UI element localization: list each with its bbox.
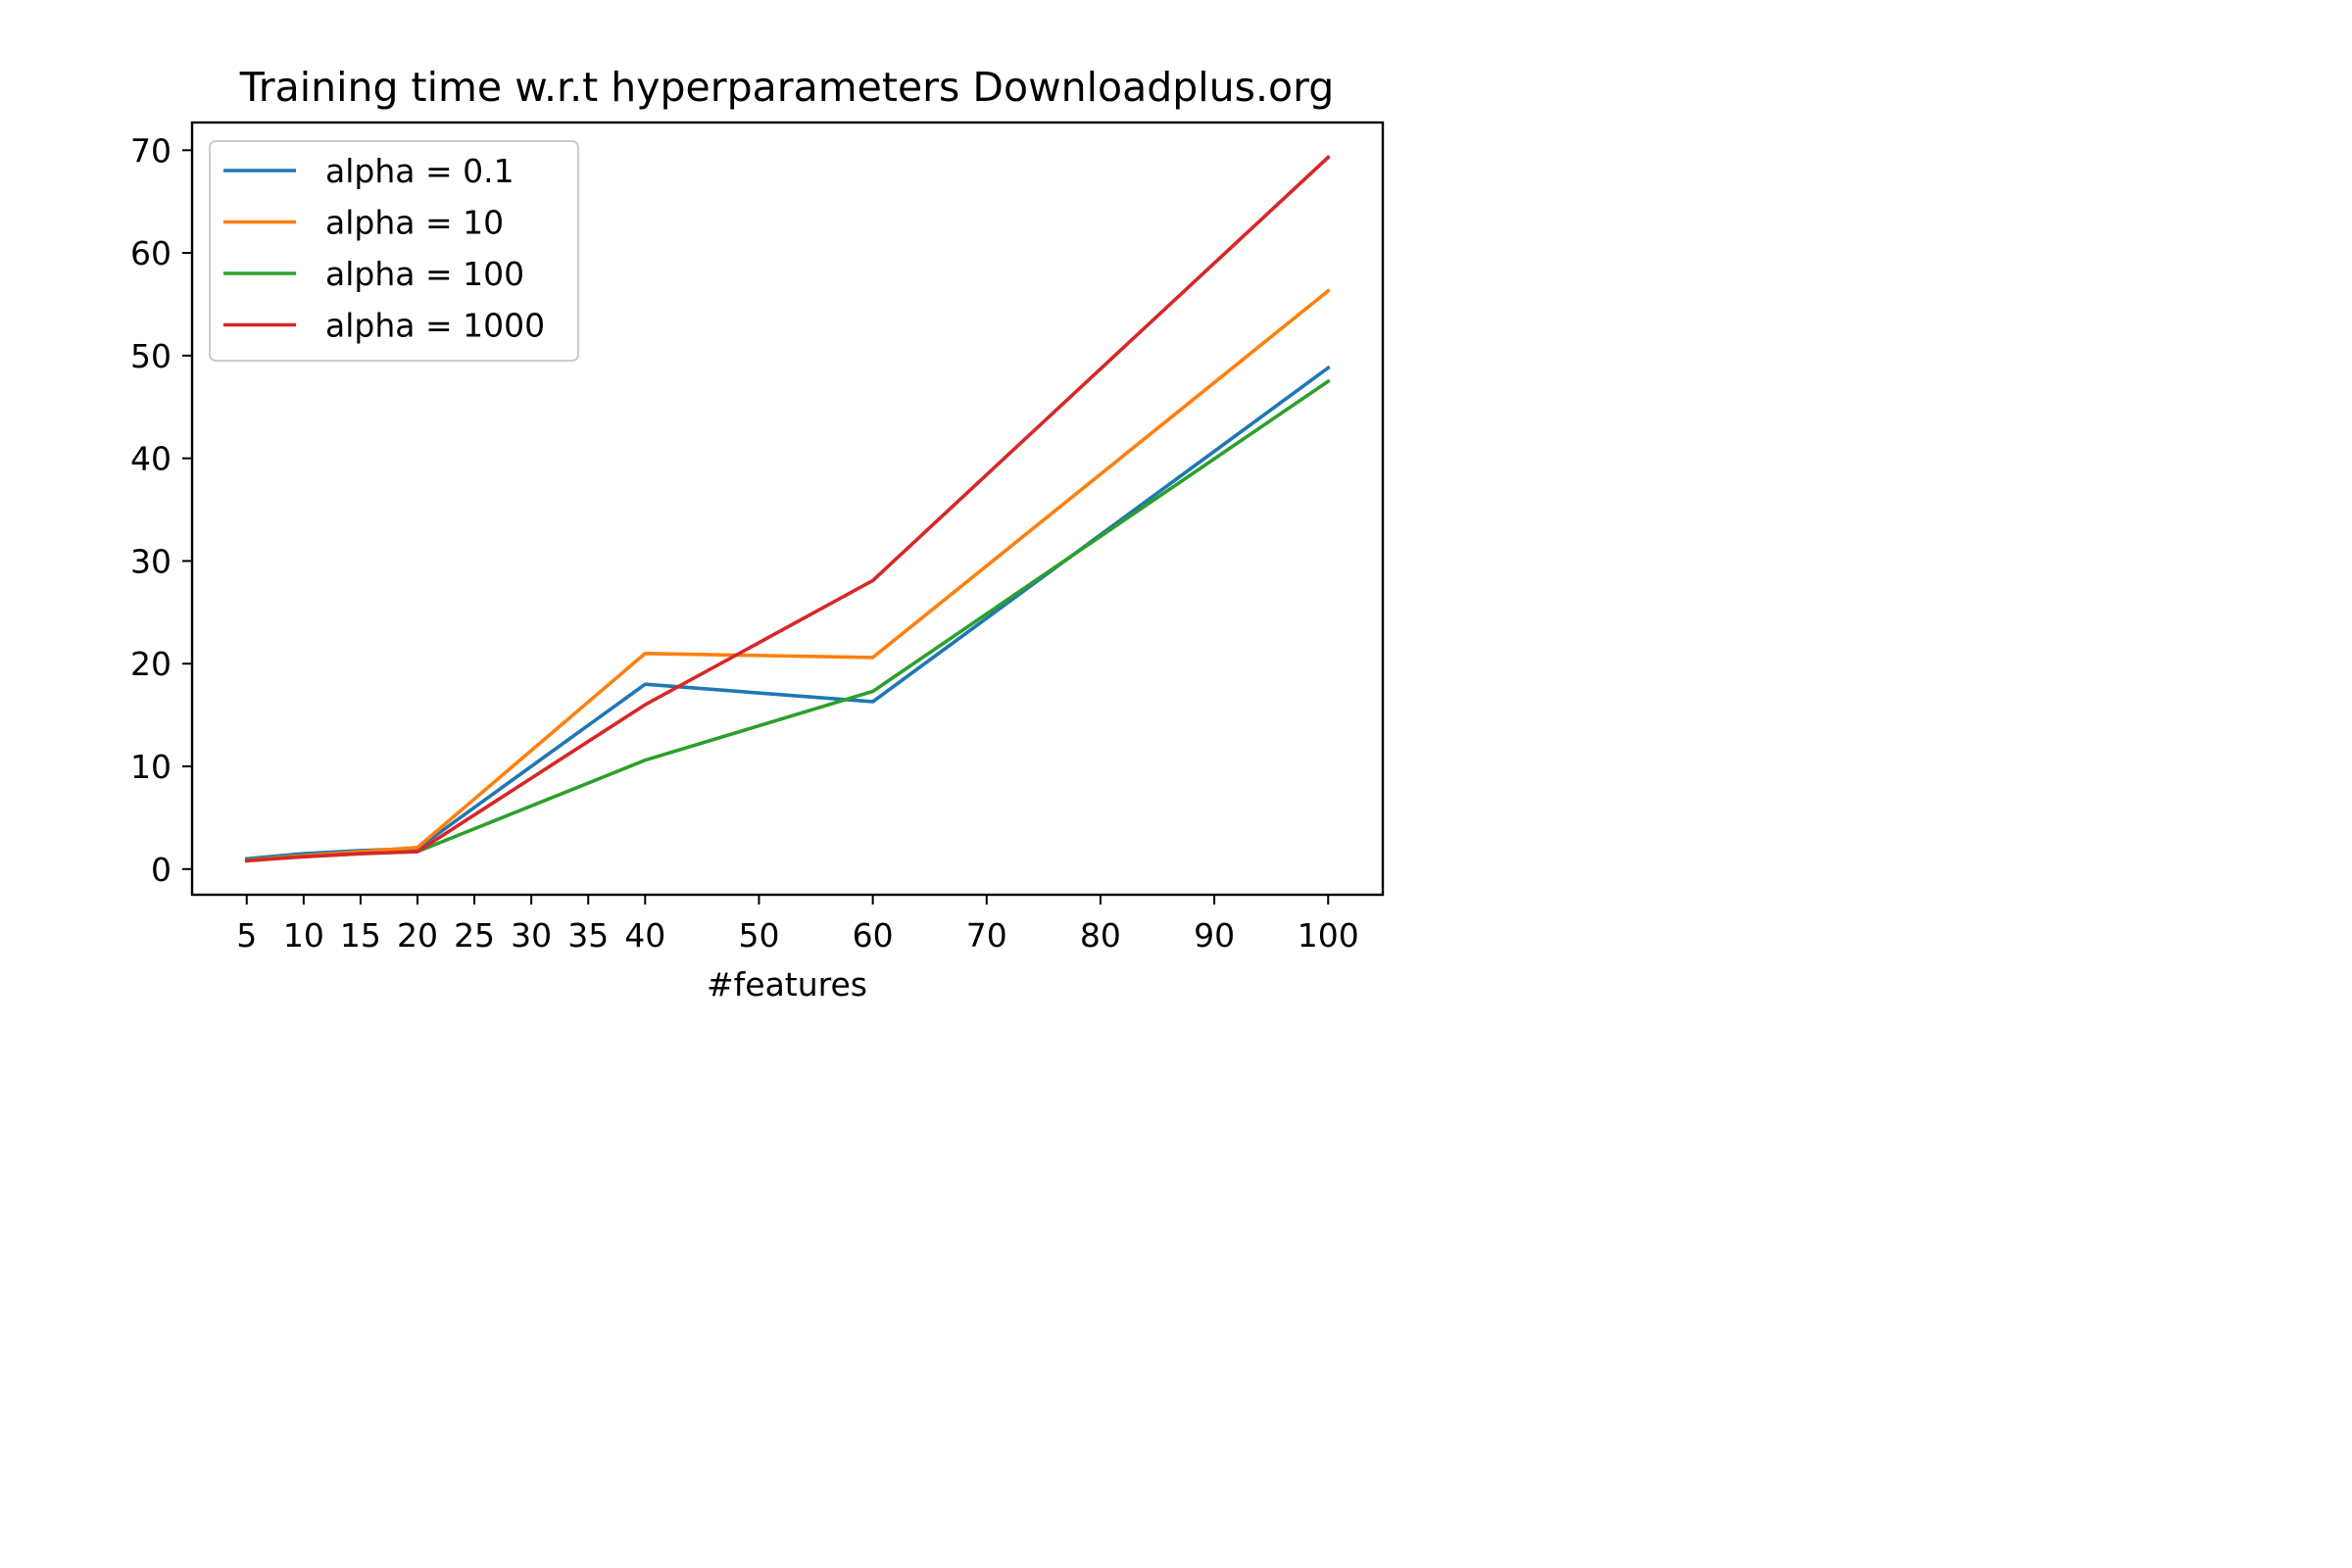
x-tick-label: 25 — [454, 916, 495, 955]
legend-label-1: alpha = 10 — [325, 204, 504, 242]
y-tick-label: 20 — [130, 645, 172, 683]
x-tick-label: 80 — [1080, 916, 1121, 955]
series-line-3 — [244, 155, 1331, 863]
y-tick-label: 30 — [130, 542, 172, 580]
line-chart: Training time w.r.t hyperparameters Down… — [130, 64, 1385, 1004]
legend-box — [209, 140, 579, 362]
x-tick-label: 15 — [340, 916, 381, 955]
x-tick-label: 60 — [853, 916, 894, 955]
legend-label-3: alpha = 1000 — [325, 307, 545, 345]
x-tick-label: 90 — [1194, 916, 1235, 955]
x-tick-label: 100 — [1298, 916, 1359, 955]
y-tick-label: 70 — [130, 131, 172, 170]
series-layer — [244, 155, 1331, 863]
x-tick-label: 20 — [397, 916, 438, 955]
legend-label-0: alpha = 0.1 — [325, 152, 514, 190]
y-tick-label: 50 — [130, 337, 172, 375]
legend: alpha = 0.1 alpha = 10 alpha = 100 alpha = … — [209, 140, 579, 362]
y-axis-ticks: 0 10 20 30 40 50 60 70 — [130, 131, 192, 889]
x-tick-label: 35 — [567, 916, 609, 955]
x-axis-ticks: 5 10 15 20 25 30 35 40 50 60 70 80 90 100 — [236, 895, 1359, 955]
x-axis-label: #features — [707, 965, 867, 1004]
y-tick-label: 40 — [130, 440, 172, 478]
y-tick-label: 60 — [130, 234, 172, 272]
y-tick-label: 10 — [130, 748, 172, 786]
x-tick-label: 70 — [966, 916, 1007, 955]
x-tick-label: 50 — [738, 916, 779, 955]
y-tick-label: 0 — [151, 851, 172, 889]
x-tick-label: 40 — [624, 916, 665, 955]
x-tick-label: 10 — [283, 916, 324, 955]
chart-title: Training time w.r.t hyperparameters Down… — [239, 64, 1335, 111]
legend-items: alpha = 0.1 alpha = 10 alpha = 100 alpha = … — [223, 152, 545, 345]
x-tick-label: 30 — [511, 916, 552, 955]
x-tick-label: 5 — [236, 916, 257, 955]
legend-label-2: alpha = 100 — [325, 255, 524, 293]
